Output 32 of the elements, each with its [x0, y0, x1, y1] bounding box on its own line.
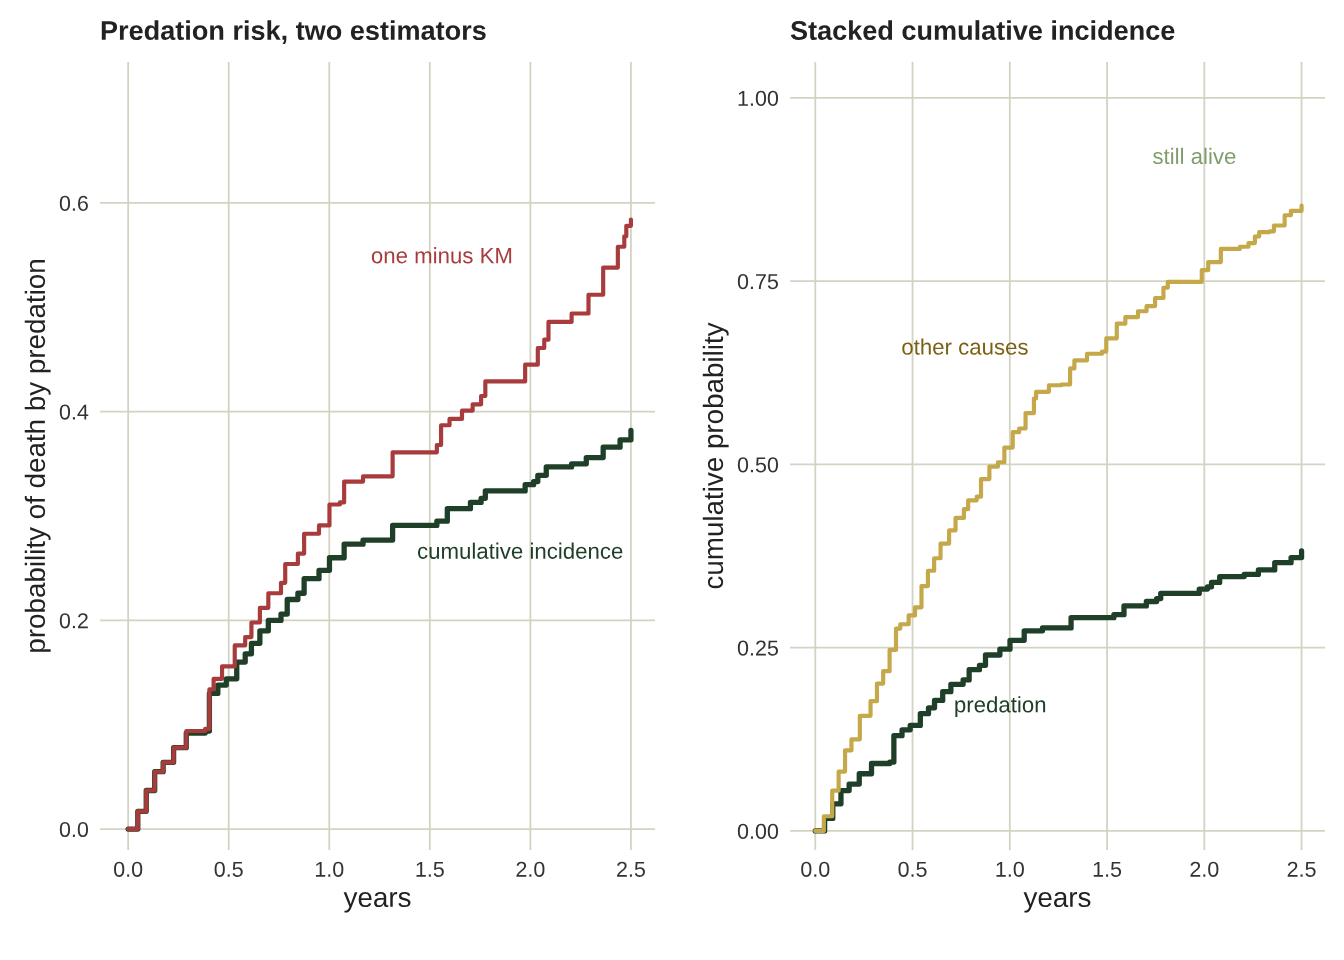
x-tick-label: 0.5	[214, 861, 243, 877]
y-axis-title: probability of death by predation	[24, 260, 51, 652]
x-tick-label: 1.0	[315, 861, 344, 877]
y-axis-title: cumulative probability	[702, 322, 729, 589]
x-tick-label: 0.5	[898, 861, 927, 877]
annotation: other causes	[902, 338, 1028, 355]
x-tick-label: 2.0	[1190, 861, 1219, 877]
y-tick-label: 0.0	[59, 821, 89, 838]
annotation: still alive	[1153, 147, 1236, 165]
x-tick-label: 0.0	[114, 861, 143, 877]
x-tick-label: 1.5	[416, 861, 444, 877]
y-tick-label: 0.00	[737, 823, 779, 839]
y-tick-label: 0.6	[59, 195, 88, 211]
x-tick-label: 2.5	[617, 861, 645, 877]
chart-title: Stacked cumulative incidence	[790, 20, 1175, 41]
y-tick-label: 0.2	[59, 613, 88, 629]
x-axis-title: years	[343, 891, 411, 913]
text: one minus KM	[371, 247, 512, 264]
chart-title: Predation risk, two estimators	[101, 20, 486, 44]
annotation: predation	[955, 696, 1046, 717]
series-label: cumulative incidence	[417, 542, 623, 559]
y-tick-label: 0.25	[737, 640, 778, 656]
y-tick-label: 0.4	[59, 404, 89, 420]
x-tick-label: 1.0	[996, 861, 1024, 877]
x-tick-label: 2.0	[516, 861, 545, 877]
y-tick-label: 0.75	[737, 273, 778, 290]
x-tick-label: 0.0	[801, 861, 830, 877]
y-tick-label: 1.00	[738, 90, 779, 106]
x-tick-label: 1.5	[1093, 861, 1122, 877]
x-tick-label: 2.5	[1287, 861, 1316, 877]
y-tick-label: 0.50	[737, 457, 779, 473]
x-axis-title: years	[1023, 891, 1091, 913]
